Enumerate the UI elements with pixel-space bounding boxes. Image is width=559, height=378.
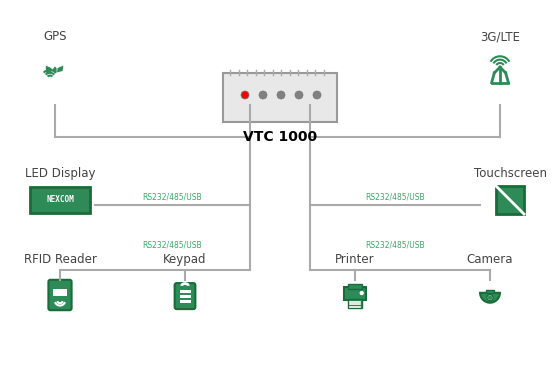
FancyBboxPatch shape — [53, 290, 67, 296]
Text: VTC 1000: VTC 1000 — [243, 130, 317, 144]
FancyBboxPatch shape — [183, 300, 187, 303]
Circle shape — [313, 91, 321, 99]
Text: Keypad: Keypad — [163, 253, 207, 266]
Text: LED Display: LED Display — [25, 167, 95, 180]
Wedge shape — [480, 293, 500, 303]
Polygon shape — [56, 65, 64, 73]
Text: Printer: Printer — [335, 253, 375, 266]
Circle shape — [361, 292, 363, 294]
FancyBboxPatch shape — [179, 295, 183, 298]
FancyBboxPatch shape — [223, 73, 337, 122]
Circle shape — [487, 294, 493, 301]
FancyBboxPatch shape — [183, 295, 187, 298]
Text: Camera: Camera — [467, 253, 513, 266]
Circle shape — [277, 91, 285, 99]
Text: RS232/485/USB: RS232/485/USB — [365, 193, 425, 202]
Circle shape — [259, 91, 267, 99]
Text: GPS: GPS — [43, 30, 67, 43]
FancyBboxPatch shape — [348, 284, 362, 289]
Text: Touchscreen: Touchscreen — [473, 167, 547, 180]
FancyBboxPatch shape — [187, 290, 191, 293]
Polygon shape — [45, 65, 53, 74]
Text: 3G/LTE: 3G/LTE — [480, 30, 520, 43]
Text: RS232/485/USB: RS232/485/USB — [143, 193, 202, 202]
FancyBboxPatch shape — [49, 280, 72, 310]
Text: NEXCOM: NEXCOM — [46, 195, 74, 204]
FancyBboxPatch shape — [174, 283, 195, 309]
Circle shape — [241, 91, 249, 99]
FancyBboxPatch shape — [496, 186, 524, 214]
Circle shape — [489, 296, 491, 299]
Text: RFID Reader: RFID Reader — [23, 253, 97, 266]
FancyBboxPatch shape — [187, 300, 191, 303]
FancyBboxPatch shape — [179, 300, 183, 303]
FancyBboxPatch shape — [486, 290, 494, 293]
Text: RS232/485/USB: RS232/485/USB — [143, 241, 202, 250]
FancyBboxPatch shape — [30, 187, 90, 213]
Polygon shape — [51, 66, 58, 74]
FancyBboxPatch shape — [179, 290, 183, 293]
FancyBboxPatch shape — [344, 287, 366, 300]
FancyBboxPatch shape — [187, 295, 191, 298]
FancyBboxPatch shape — [348, 299, 362, 308]
FancyBboxPatch shape — [183, 290, 187, 293]
Circle shape — [295, 91, 303, 99]
Text: RS232/485/USB: RS232/485/USB — [365, 241, 425, 250]
